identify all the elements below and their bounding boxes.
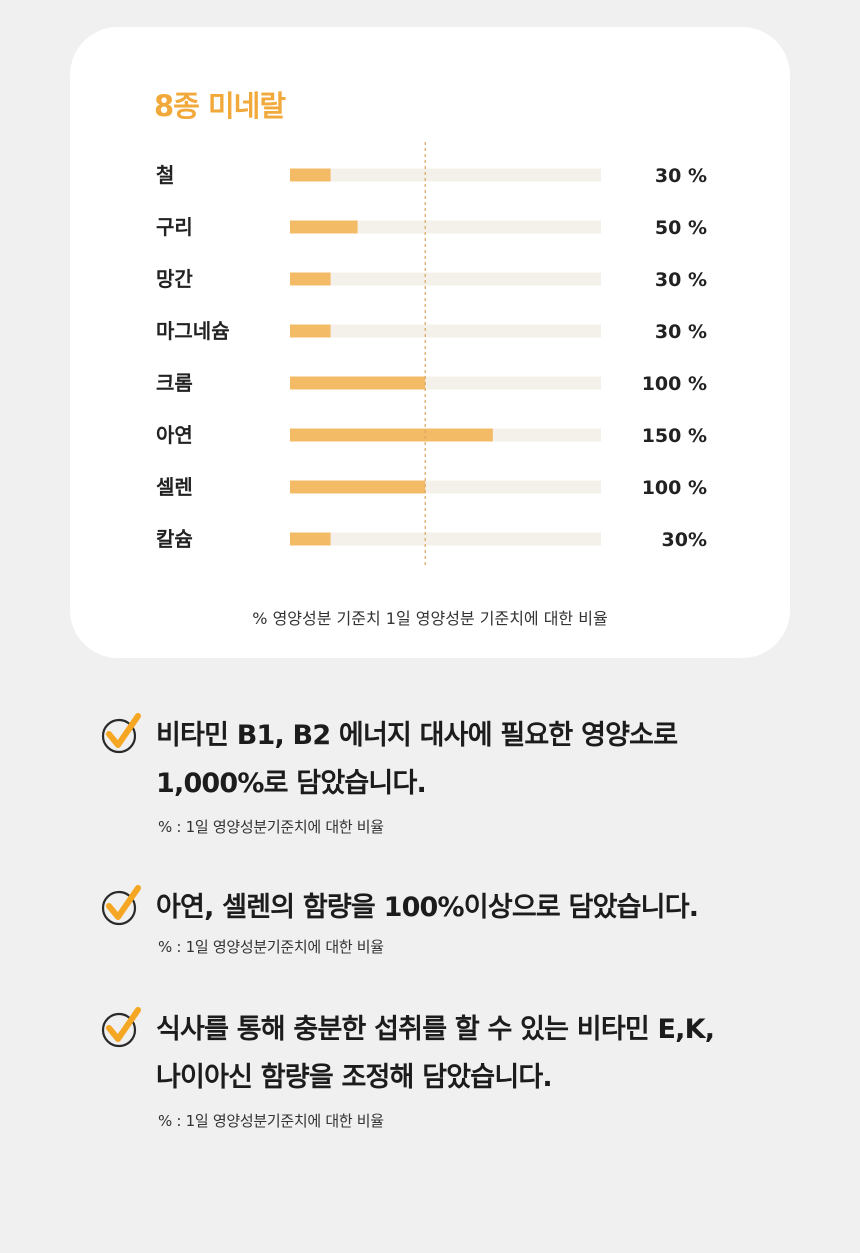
feature-line: 나이아신 함량을 조정해 담았습니다. <box>156 1062 553 1093</box>
category-label: 망간 <box>156 267 193 291</box>
bar-track <box>290 168 601 182</box>
card-footnote: % 영양성분 기준치 1일 영양성분 기준치에 대한 비율 <box>252 609 608 628</box>
minerals-card: 8종 미네랄 철 30 % 구리 50 % 망간 30 % 마그네슘 30 % 크롬 100 % 아… <box>70 27 790 658</box>
bar <box>290 220 358 234</box>
feature-note: % : 1일 영양성분기준치에 대한 비율 <box>158 1112 384 1130</box>
category-label: 셀렌 <box>156 475 193 499</box>
feature-note: % : 1일 영양성분기준치에 대한 비율 <box>158 818 384 836</box>
value-label: 50 % <box>655 217 707 239</box>
bar-track <box>290 220 601 234</box>
feature-text: 비타민 B1, B2 에너지 대사에 필요한 영양소로 1,000%로 담았습니… <box>156 712 796 808</box>
check-icon <box>101 885 141 926</box>
feature-line: 비타민 B1, B2 에너지 대사에 필요한 영양소로 <box>156 720 678 751</box>
bar-track <box>290 532 601 546</box>
bar <box>290 272 331 286</box>
feature-text: 식사를 통해 충분한 섭취를 할 수 있는 비타민 E,K, 나이아신 함량을 … <box>156 1006 796 1102</box>
value-label: 30% <box>662 529 707 551</box>
feature-line: 식사를 통해 충분한 섭취를 할 수 있는 비타민 E,K, <box>156 1014 715 1045</box>
bar-track <box>290 272 601 286</box>
value-label: 100 % <box>642 373 707 395</box>
value-label: 30 % <box>655 165 707 187</box>
category-label: 크롬 <box>156 371 193 395</box>
feature-text: 아연, 셀렌의 함량을 100%이상으로 담았습니다. <box>156 884 796 932</box>
card-title: 8종 미네랄 <box>154 89 286 123</box>
category-label: 칼슘 <box>156 527 193 551</box>
feature-line: 1,000%로 담았습니다. <box>156 768 427 799</box>
category-label: 철 <box>156 163 174 187</box>
bar <box>290 168 331 182</box>
feature-line: 아연, 셀렌의 함량을 100%이상으로 담았습니다. <box>156 892 699 923</box>
value-label: 100 % <box>642 477 707 499</box>
check-icon <box>101 1007 141 1048</box>
category-label: 아연 <box>156 423 193 447</box>
bar <box>290 428 493 442</box>
value-label: 30 % <box>655 321 707 343</box>
category-label: 마그네슘 <box>156 319 230 343</box>
feature-note: % : 1일 영양성분기준치에 대한 비율 <box>158 938 384 956</box>
bar <box>290 376 426 390</box>
value-label: 30 % <box>655 269 707 291</box>
category-label: 구리 <box>156 215 193 239</box>
bar <box>290 532 331 546</box>
bar <box>290 480 426 494</box>
bar-track <box>290 324 601 338</box>
value-label: 150 % <box>642 425 707 447</box>
bar <box>290 324 331 338</box>
check-icon <box>101 713 141 754</box>
minerals-bar-chart: 철 30 % 구리 50 % 망간 30 % 마그네슘 30 % 크롬 100 % 아연 150 % 셀… <box>156 142 707 567</box>
